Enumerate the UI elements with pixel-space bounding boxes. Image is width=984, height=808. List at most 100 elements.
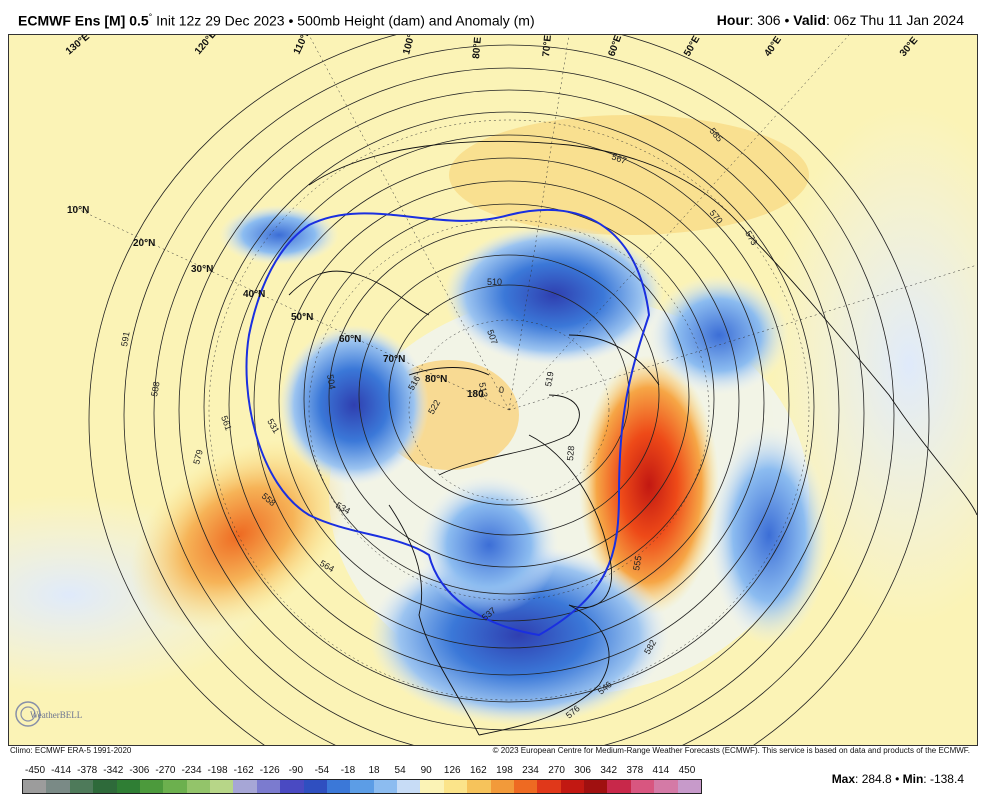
colorbar-tick-label: -162 [233, 765, 254, 776]
colorbar-tick-label: 306 [574, 765, 591, 776]
colorbar-swatch [420, 780, 444, 793]
coastlines [288, 140, 977, 736]
init-time: Init 12z 29 Dec 2023 [156, 12, 285, 29]
lat-label: 70°N [383, 354, 405, 365]
colorbar-swatch [537, 780, 561, 793]
lat-label: 40°N [243, 289, 265, 300]
contour-label: 579 [191, 448, 205, 465]
contour-label: 528 [565, 445, 576, 461]
colorbar-swatch [397, 780, 421, 793]
colorbar-swatch [630, 780, 655, 793]
colorbar-swatch [280, 780, 304, 793]
contour-label: 504 [325, 374, 337, 391]
colorbar-swatch [607, 780, 631, 793]
max-value: : 284.8 [855, 772, 892, 786]
colorbar-tick-label: 414 [652, 765, 670, 776]
colorbar-swatch [326, 780, 351, 793]
colorbar-tick-label: -126 [259, 765, 280, 776]
lat-label: 30°N [191, 264, 213, 275]
colorbar-tick-label: 270 [548, 765, 565, 776]
colorbar-tick-label: -450 [25, 765, 46, 776]
forecast-time: Hour: 306 • Valid: 06z Thu 11 Jan 2024 [717, 12, 964, 28]
time-bullet: • [784, 12, 790, 28]
contour-label: 588 [149, 381, 161, 398]
hour-label: Hour [716, 12, 750, 28]
climo-credit: Climo: ECMWF ERA-5 1991-2020 [10, 746, 132, 755]
lon-label: 180 [467, 389, 484, 400]
min-label: Min [902, 772, 924, 786]
contour-label: 591 [119, 331, 131, 348]
anomaly-area [219, 205, 339, 265]
contour-label: 555 [631, 555, 643, 572]
colorbar-tick-label: 90 [420, 765, 432, 776]
colorbar-swatch [584, 780, 608, 793]
anomaly-area [444, 225, 664, 365]
colorbar-swatch [677, 780, 701, 793]
colorbar-swatch [560, 780, 584, 793]
colorbar-swatch [163, 780, 187, 793]
colorbar-tick-label: -270 [155, 765, 176, 776]
anomaly-area [279, 325, 429, 485]
watermark-text: WeatherBELL [30, 710, 82, 720]
colorbar-tick-label: -90 [288, 765, 304, 776]
model-name: ECMWF Ens [M] 0.5 [18, 12, 149, 29]
colorbar-tick-label: -414 [51, 765, 72, 776]
map-title: ECMWF Ens [M] 0.5° Init 12z 29 Dec 2023 … [18, 12, 535, 29]
colorbar-tick-label: 234 [522, 765, 539, 776]
colorbar-swatch [69, 780, 94, 793]
valid-value: : 06z Thu 11 Jan 2024 [825, 12, 964, 28]
anomaly-area [649, 275, 789, 395]
map-graphic: 10°N 20°N 30°N 40°N 50°N 60°N 70°N 80°N … [9, 35, 977, 745]
colorbar-tick-label: -234 [181, 765, 202, 776]
contour-label: 510 [487, 277, 502, 287]
lon-label: 70°E [541, 35, 554, 57]
anomaly-stats: Max: 284.8 • Min: -138.4 [832, 772, 964, 786]
lat-label: 20°N [133, 238, 155, 249]
lon-label: 80°E [471, 36, 484, 59]
contour-label: 513 [477, 382, 489, 399]
height-contours [88, 35, 930, 745]
stats-bullet: • [895, 772, 900, 786]
colorbar-swatch [186, 780, 210, 793]
colorbar-tick-label: 162 [470, 765, 487, 776]
weatherbell-logo: WeatherBELL [14, 697, 104, 731]
colorbar-swatch [303, 780, 327, 793]
min-value: : -138.4 [923, 772, 964, 786]
colorbar-tick-label: -306 [129, 765, 150, 776]
contour-label: 567 [610, 151, 628, 166]
contour-label: 561 [219, 414, 234, 432]
colorbar-swatch [513, 780, 538, 793]
colorbar-swatch [233, 780, 257, 793]
map-panel: 10°N 20°N 30°N 40°N 50°N 60°N 70°N 80°N … [8, 34, 978, 746]
colorbar-swatch [256, 780, 281, 793]
colorbar-swatch [93, 780, 117, 793]
anomaly-area [419, 475, 559, 615]
colorbar-tick-label: -198 [207, 765, 228, 776]
graticule [68, 35, 977, 701]
colorbar-tick-label: -378 [77, 765, 98, 776]
colorbar-swatch [654, 780, 678, 793]
lat-label: 10°N [67, 205, 89, 216]
colorbar-swatch [373, 780, 397, 793]
colorbar-swatch [46, 780, 70, 793]
colorbar-tick-label: -18 [340, 765, 356, 776]
colorbar-swatch [210, 780, 234, 793]
colorbar-tick-label: -54 [314, 765, 330, 776]
colorbar-swatch [350, 780, 374, 793]
lat-label: 60°N [339, 334, 361, 345]
colorbar-tick-label: 126 [443, 765, 461, 776]
copyright-credit: © 2023 European Centre for Medium-Range … [492, 746, 970, 755]
colorbar-swatch [116, 780, 140, 793]
colorbar-tick-label: 378 [626, 765, 644, 776]
anomaly-area [449, 115, 809, 235]
colorbar-tick-label: 450 [678, 765, 696, 776]
colorbar [22, 779, 702, 794]
degree-mark: ° [148, 12, 153, 22]
colorbar-swatch [139, 780, 164, 793]
colorbar-tick-label: -342 [103, 765, 124, 776]
colorbar-labels: -450 -414 -378 -342 -306 -270 -234 -198 -162 -126… [18, 765, 703, 777]
contour-label: 0 [499, 385, 504, 395]
colorbar-swatch [23, 780, 47, 793]
anomaly-area [709, 425, 829, 645]
max-label: Max [831, 772, 856, 786]
